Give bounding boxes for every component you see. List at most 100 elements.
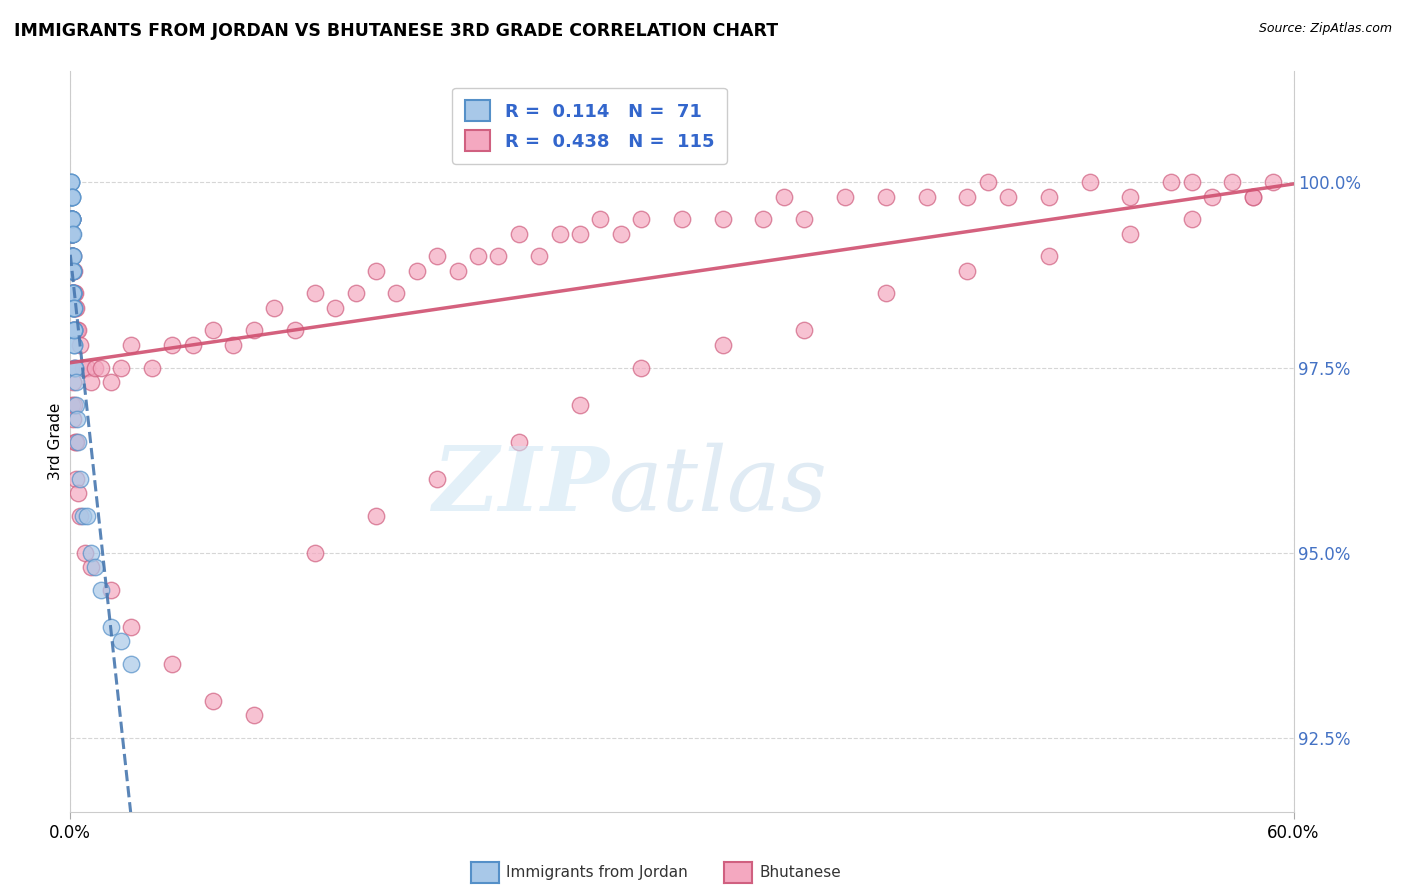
Point: [60, 286, 83, 301]
Point: [60, 212, 83, 227]
Point: [60, 227, 83, 242]
Point: [62, 286, 84, 301]
Point: [65, 324, 87, 338]
Point: [366, 264, 388, 278]
Point: [426, 250, 449, 264]
Point: [62, 324, 84, 338]
Point: [284, 324, 307, 338]
Point: [1220, 176, 1243, 190]
Text: atlas: atlas: [609, 442, 828, 529]
Point: [141, 360, 163, 375]
Text: Source: ZipAtlas.com: Source: ZipAtlas.com: [1258, 22, 1392, 36]
Point: [875, 286, 897, 301]
Point: [60, 286, 83, 301]
Point: [62, 301, 84, 316]
Point: [83, 360, 105, 375]
Point: [62, 376, 84, 390]
Point: [447, 264, 470, 278]
Point: [62, 301, 84, 316]
Point: [69, 338, 91, 352]
Point: [60, 227, 83, 242]
Point: [1201, 190, 1223, 204]
Point: [62, 264, 84, 278]
Point: [60, 212, 83, 227]
Point: [65, 472, 87, 486]
Point: [60, 190, 83, 204]
Text: IMMIGRANTS FROM JORDAN VS BHUTANESE 3RD GRADE CORRELATION CHART: IMMIGRANTS FROM JORDAN VS BHUTANESE 3RD …: [14, 22, 778, 40]
Point: [63, 301, 86, 316]
Point: [508, 227, 530, 242]
Point: [60, 250, 83, 264]
Point: [100, 582, 122, 597]
Point: [60, 250, 83, 264]
Point: [63, 338, 86, 352]
Point: [508, 434, 530, 449]
Point: [65, 286, 87, 301]
Point: [63, 324, 86, 338]
Point: [997, 190, 1019, 204]
Point: [67, 324, 90, 338]
Point: [60, 250, 83, 264]
Point: [60, 250, 83, 264]
Point: [630, 360, 652, 375]
Point: [60, 250, 83, 264]
Point: [263, 301, 285, 316]
Legend: R =  0.114   N =  71, R =  0.438   N =  115: R = 0.114 N = 71, R = 0.438 N = 115: [453, 87, 727, 164]
Point: [243, 324, 266, 338]
Point: [793, 212, 815, 227]
Point: [65, 301, 87, 316]
Point: [60, 250, 83, 264]
Point: [1078, 176, 1101, 190]
Point: [62, 286, 84, 301]
Point: [467, 250, 489, 264]
Point: [568, 398, 592, 412]
Point: [62, 324, 84, 338]
Point: [60, 212, 83, 227]
Point: [1119, 190, 1142, 204]
Y-axis label: 3rd Grade: 3rd Grade: [48, 403, 63, 480]
Point: [385, 286, 408, 301]
Point: [79, 560, 103, 574]
Point: [79, 546, 103, 560]
Point: [59, 176, 82, 190]
Point: [121, 338, 143, 352]
Point: [62, 250, 84, 264]
Point: [60, 190, 83, 204]
Point: [60, 212, 83, 227]
Point: [79, 376, 103, 390]
Point: [60, 264, 83, 278]
Point: [76, 360, 98, 375]
Point: [110, 360, 132, 375]
Point: [62, 286, 84, 301]
Point: [65, 434, 87, 449]
Point: [110, 634, 132, 648]
Point: [63, 360, 86, 375]
Point: [610, 227, 633, 242]
Point: [62, 301, 84, 316]
Point: [62, 250, 84, 264]
Point: [344, 286, 367, 301]
Point: [1038, 250, 1060, 264]
Point: [121, 657, 143, 671]
Point: [67, 434, 90, 449]
Point: [65, 301, 87, 316]
Point: [90, 582, 112, 597]
Point: [1181, 176, 1204, 190]
Point: [671, 212, 693, 227]
Point: [100, 620, 122, 634]
Point: [222, 338, 245, 352]
Point: [406, 264, 429, 278]
Point: [60, 176, 83, 190]
Point: [60, 227, 83, 242]
Point: [60, 227, 83, 242]
Point: [65, 376, 87, 390]
Point: [793, 324, 815, 338]
Point: [630, 212, 652, 227]
Point: [60, 227, 83, 242]
Point: [60, 250, 83, 264]
Point: [100, 376, 122, 390]
Point: [834, 190, 856, 204]
Point: [65, 398, 87, 412]
Point: [62, 412, 84, 426]
Point: [529, 250, 551, 264]
